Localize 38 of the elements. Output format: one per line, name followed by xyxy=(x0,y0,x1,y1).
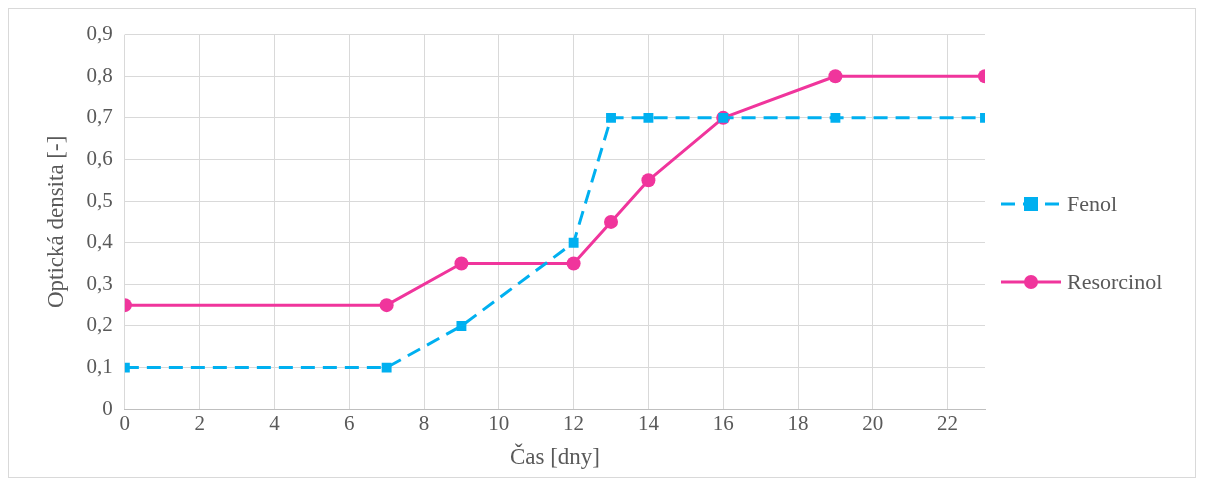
x-tick-label: 0 xyxy=(119,411,131,436)
point xyxy=(641,173,656,188)
x-tick-label: 18 xyxy=(787,411,809,436)
point xyxy=(830,112,841,123)
x-tick-label: 8 xyxy=(418,411,430,436)
x-tick-label: 20 xyxy=(862,411,884,436)
point xyxy=(454,256,469,271)
y-tick-label: 0,1 xyxy=(86,354,113,379)
x-tick-label: 4 xyxy=(269,411,281,436)
point xyxy=(643,112,654,123)
point xyxy=(568,237,579,248)
y-tick-label: 0,8 xyxy=(86,62,113,87)
y-tick-label: 0,4 xyxy=(86,229,114,254)
y-tick-label: 0,3 xyxy=(86,270,113,295)
x-tick-label: 2 xyxy=(194,411,205,436)
point xyxy=(604,214,619,229)
x-tick-label: 10 xyxy=(488,411,510,436)
x-tick-label: 12 xyxy=(563,411,585,436)
point xyxy=(456,321,467,331)
point xyxy=(566,256,581,271)
x-axis-title: Čas [dny] xyxy=(509,443,600,470)
legend-label: Fenol xyxy=(1067,191,1118,217)
x-tick-label: 22 xyxy=(937,411,959,436)
y-axis-title: Optická densita [-] xyxy=(42,135,68,309)
y-tick-label: 0 xyxy=(102,395,113,420)
y-tick-label: 0,7 xyxy=(86,104,113,129)
point xyxy=(381,362,392,373)
y-tick-label: 0,6 xyxy=(86,145,113,170)
x-tick-label: 14 xyxy=(637,411,660,436)
legend-label: Resorcinol xyxy=(1067,269,1163,295)
point xyxy=(379,298,394,313)
x-tick-label: 6 xyxy=(343,411,355,436)
y-tick-label: 0,5 xyxy=(86,187,113,212)
y-tick-label: 0,9 xyxy=(86,21,113,46)
x-tick-label: 16 xyxy=(712,411,734,436)
point xyxy=(828,69,843,84)
y-tick-label: 0,2 xyxy=(86,312,113,337)
point xyxy=(606,112,616,123)
